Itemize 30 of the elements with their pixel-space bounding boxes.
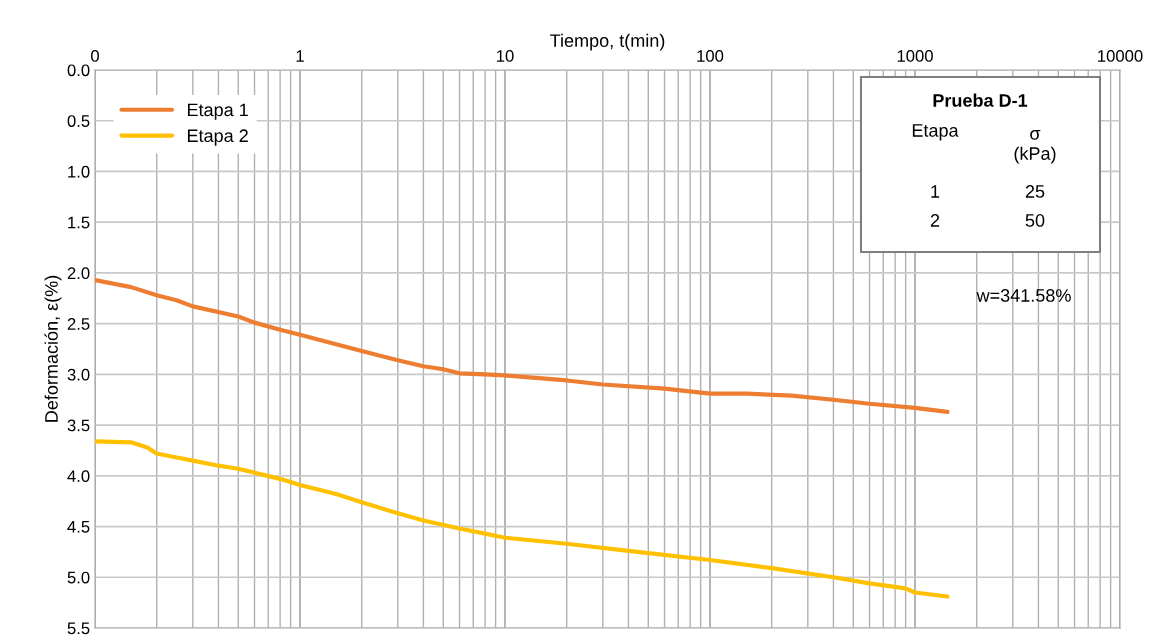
annotation: Prueba D-1 bbox=[933, 93, 1028, 107]
y-tick-label: 4.5 bbox=[67, 521, 90, 533]
y-tick-label: 0.0 bbox=[67, 64, 90, 77]
legend-label: Etapa 2 bbox=[187, 129, 248, 146]
x-tick-label: 10000 bbox=[1098, 50, 1143, 62]
y-tick-label: 1.5 bbox=[68, 216, 90, 229]
y-tick-label: 0.5 bbox=[67, 115, 90, 127]
annotation: 25 bbox=[1025, 185, 1045, 198]
y-axis-title: Deformación, ε(%) bbox=[44, 275, 62, 422]
y-tick-label: 1.0 bbox=[68, 165, 90, 178]
x-tick-label: 1000 bbox=[897, 50, 933, 62]
y-tick-label: 2.5 bbox=[67, 318, 90, 330]
x-tick-label: 1 bbox=[296, 50, 304, 62]
annotation: 50 bbox=[1025, 214, 1045, 227]
annotation: σ (kPa) bbox=[1014, 130, 1056, 164]
y-tick-label: 5.5 bbox=[67, 622, 90, 635]
y-tick-label: 2.0 bbox=[67, 267, 90, 280]
y-tick-label: 5.0 bbox=[67, 571, 90, 584]
x-axis-title: Tiempo, t(min) bbox=[550, 33, 665, 51]
x-tick-label: 10 bbox=[497, 50, 514, 62]
annotation: 2 bbox=[930, 214, 940, 227]
annotation: w=341.58% bbox=[976, 289, 1071, 302]
x-tick-label: 0 bbox=[91, 50, 99, 62]
x-tick-label: 100 bbox=[697, 50, 724, 62]
y-tick-label: 3.5 bbox=[67, 419, 90, 432]
legend-label: Etapa 1 bbox=[187, 103, 248, 120]
y-tick-label: 3.0 bbox=[67, 368, 90, 381]
y-tick-label: 4.0 bbox=[67, 470, 90, 483]
annotation: Etapa bbox=[912, 124, 959, 141]
annotation: 1 bbox=[931, 185, 940, 198]
